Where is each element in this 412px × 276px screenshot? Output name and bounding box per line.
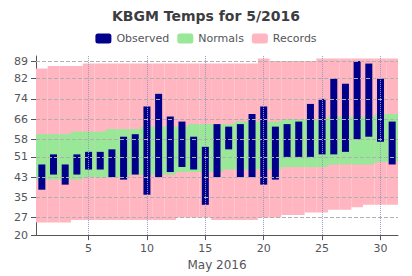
svg-text:20: 20 (257, 242, 271, 255)
svg-text:27: 27 (14, 211, 28, 224)
svg-text:35: 35 (14, 191, 28, 204)
svg-text:58: 58 (14, 133, 28, 146)
svg-text:43: 43 (14, 171, 28, 184)
svg-text:KBGM Temps for 5/2016: KBGM Temps for 5/2016 (112, 8, 300, 24)
svg-text:30: 30 (373, 242, 387, 255)
svg-text:51: 51 (14, 150, 28, 163)
svg-text:15: 15 (198, 242, 212, 255)
svg-text:89: 89 (14, 55, 28, 68)
svg-text:74: 74 (14, 92, 28, 105)
svg-text:25: 25 (315, 242, 329, 255)
svg-text:10: 10 (140, 242, 154, 255)
svg-text:Observed: Observed (116, 32, 169, 45)
svg-text:82: 82 (14, 72, 28, 85)
svg-text:20: 20 (14, 229, 28, 242)
svg-text:66: 66 (14, 113, 28, 126)
svg-text:May 2016: May 2016 (187, 258, 246, 272)
svg-text:Normals: Normals (198, 32, 244, 45)
svg-text:5: 5 (85, 242, 92, 255)
svg-text:Records: Records (273, 32, 317, 45)
